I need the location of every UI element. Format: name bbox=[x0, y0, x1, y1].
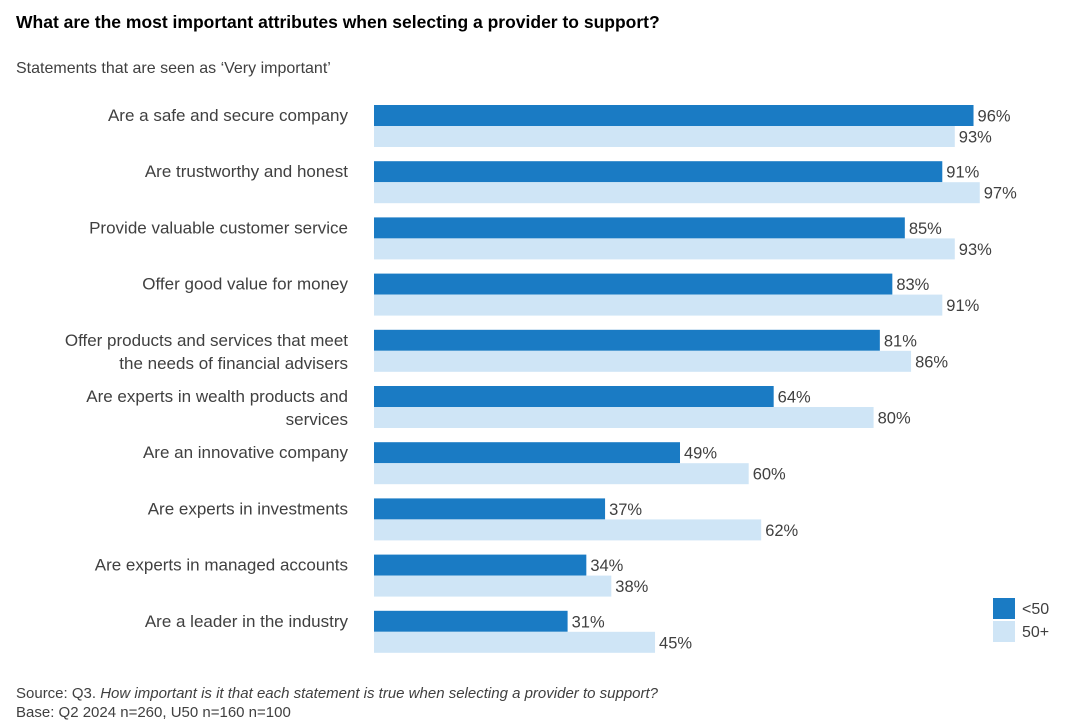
source-question: How important is it that each statement … bbox=[100, 685, 659, 702]
data-label: 37% bbox=[609, 501, 642, 519]
bar-under50 bbox=[374, 217, 905, 239]
bar-under50 bbox=[374, 329, 880, 351]
data-label: 45% bbox=[659, 634, 692, 652]
data-label: 81% bbox=[884, 332, 917, 350]
data-label: 80% bbox=[878, 410, 911, 428]
data-label: 83% bbox=[896, 276, 929, 294]
bar-50plus bbox=[374, 631, 656, 653]
data-label: 96% bbox=[978, 108, 1011, 126]
bar-50plus bbox=[374, 126, 955, 147]
data-label: 49% bbox=[684, 445, 717, 463]
data-label: 86% bbox=[915, 353, 948, 371]
category-label: the needs of financial advisers bbox=[119, 354, 348, 373]
bar-50plus bbox=[374, 519, 762, 541]
category-label: Provide valuable customer service bbox=[89, 218, 348, 237]
data-label: 93% bbox=[959, 129, 992, 147]
data-label: 91% bbox=[946, 164, 979, 182]
data-label: 38% bbox=[615, 578, 648, 596]
chart-title: What are the most important attributes w… bbox=[16, 12, 660, 32]
category-label: Are an innovative company bbox=[143, 443, 349, 462]
legend-label-50plus: 50+ bbox=[1022, 624, 1049, 641]
legend-swatch-under50 bbox=[993, 598, 1015, 619]
legend-label-under50: <50 bbox=[1022, 601, 1049, 618]
bar-under50 bbox=[374, 498, 606, 520]
category-label: Are experts in investments bbox=[148, 499, 348, 518]
category-label: services bbox=[286, 410, 348, 429]
data-label: 85% bbox=[909, 220, 942, 238]
source-prefix: Source: Q3. bbox=[16, 685, 97, 702]
bar-50plus bbox=[374, 182, 980, 204]
data-label: 97% bbox=[984, 185, 1017, 203]
bar-under50 bbox=[374, 442, 681, 464]
bar-50plus bbox=[374, 407, 874, 428]
legend-swatch-50plus bbox=[993, 621, 1015, 642]
category-label: Are experts in wealth products and bbox=[86, 387, 348, 406]
bar-under50 bbox=[374, 610, 568, 632]
bar-chart: Are a safe and secure company 96% 93% Are t… bbox=[65, 105, 1049, 653]
bar-under50 bbox=[374, 161, 943, 183]
bar-under50 bbox=[374, 554, 587, 576]
bar-50plus bbox=[374, 350, 912, 372]
bar-under50 bbox=[374, 105, 974, 126]
bar-50plus bbox=[374, 294, 943, 316]
category-label: Are a safe and secure company bbox=[108, 106, 349, 125]
bar-50plus bbox=[374, 575, 612, 597]
data-label: 34% bbox=[590, 557, 623, 575]
category-label: Offer good value for money bbox=[142, 275, 348, 294]
data-label: 60% bbox=[753, 466, 786, 484]
category-label: Are trustworthy and honest bbox=[145, 162, 348, 181]
bar-50plus bbox=[374, 463, 749, 485]
bar-under50 bbox=[374, 386, 774, 407]
data-label: 91% bbox=[946, 297, 979, 315]
category-label: Offer products and services that meet bbox=[65, 331, 348, 350]
chart-subtitle: Statements that are seen as ‘Very import… bbox=[16, 60, 331, 77]
data-label: 62% bbox=[765, 522, 798, 540]
bar-under50 bbox=[374, 273, 893, 295]
source-note: Source: Q3. How important is it that eac… bbox=[16, 684, 658, 703]
base-note: Base: Q2 2024 n=260, U50 n=160 n=100 bbox=[16, 704, 291, 721]
category-label: Are a leader in the industry bbox=[145, 612, 349, 631]
data-label: 31% bbox=[572, 613, 605, 631]
bar-50plus bbox=[374, 238, 955, 260]
data-label: 64% bbox=[778, 389, 811, 407]
category-label: Are experts in managed accounts bbox=[95, 556, 348, 575]
data-label: 93% bbox=[959, 241, 992, 259]
chart-footer: Source: Q3. How important is it that eac… bbox=[16, 684, 658, 722]
